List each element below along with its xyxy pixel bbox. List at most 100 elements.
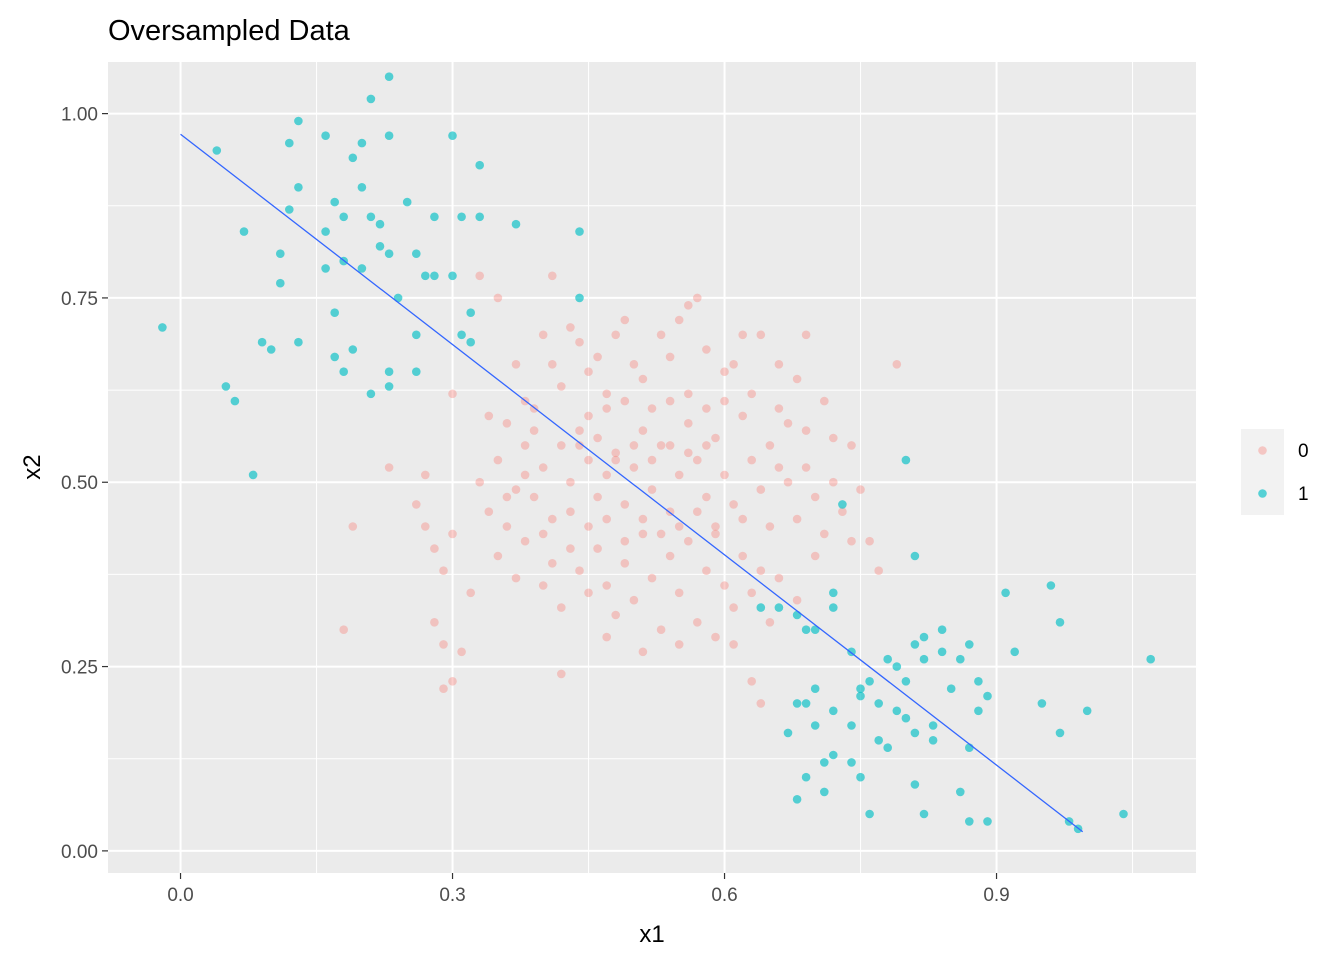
data-point-class-0: [439, 684, 448, 693]
data-point-class-1: [1146, 654, 1155, 664]
x-tick-label: 0.6: [711, 885, 737, 906]
data-point-class-1: [829, 588, 838, 598]
data-point-class-0: [584, 367, 593, 377]
data-point-class-1: [421, 271, 430, 281]
data-point-class-1: [375, 242, 385, 251]
data-point-class-0: [602, 514, 611, 524]
data-point-class-0: [684, 389, 693, 399]
data-point-class-1: [257, 337, 267, 347]
data-point-class-0: [783, 477, 793, 487]
data-point-class-0: [584, 411, 593, 421]
data-point-class-1: [874, 699, 883, 708]
data-point-class-0: [493, 455, 503, 465]
data-point-class-1: [965, 640, 974, 649]
data-point-class-0: [756, 485, 766, 494]
data-point-class-0: [629, 360, 639, 369]
data-point-class-1: [1119, 809, 1128, 819]
legend: 01: [1241, 429, 1309, 515]
data-point-class-0: [729, 603, 738, 612]
y-axis-title: x2: [19, 454, 46, 479]
data-point-class-0: [412, 500, 421, 509]
data-point-class-1: [910, 780, 920, 789]
data-point-class-1: [321, 131, 330, 140]
data-point-class-1: [974, 706, 983, 716]
data-point-class-0: [847, 441, 856, 450]
data-point-class-0: [575, 337, 584, 347]
x-tick-label: 0.3: [439, 885, 465, 906]
data-point-class-1: [285, 205, 294, 214]
data-point-class-0: [738, 551, 747, 561]
data-point-class-0: [484, 507, 494, 516]
data-point-class-0: [548, 514, 557, 524]
data-point-class-1: [792, 699, 802, 708]
data-point-class-1: [838, 500, 847, 509]
data-point-class-0: [620, 315, 630, 325]
data-point-class-0: [430, 544, 439, 553]
data-point-class-0: [529, 492, 539, 502]
data-point-class-1: [901, 677, 911, 686]
data-point-class-1: [820, 787, 829, 797]
data-point-class-0: [801, 330, 811, 340]
data-point-class-0: [865, 536, 874, 546]
data-point-class-0: [684, 536, 693, 546]
data-point-class-0: [747, 455, 756, 465]
data-point-class-0: [448, 529, 457, 539]
data-point-class-0: [520, 441, 530, 450]
data-point-class-1: [865, 809, 874, 819]
data-point-class-0: [529, 426, 539, 435]
data-point-class-1: [774, 603, 784, 612]
data-point-class-1: [321, 264, 330, 273]
data-point-class-0: [620, 396, 630, 406]
data-point-class-0: [838, 507, 847, 516]
data-point-class-1: [801, 699, 811, 708]
data-point-class-1: [475, 212, 485, 222]
data-point-class-0: [638, 514, 648, 524]
data-point-class-0: [602, 581, 611, 590]
data-point-class-0: [665, 551, 675, 561]
data-point-class-0: [792, 514, 802, 524]
data-point-class-0: [829, 477, 838, 487]
data-point-class-1: [937, 647, 947, 657]
data-point-class-1: [294, 337, 303, 347]
x-tick-label: 0.0: [167, 885, 193, 906]
data-point-class-1: [1046, 581, 1056, 590]
data-point-class-0: [566, 507, 575, 516]
y-tick-label: 0.75: [61, 289, 98, 310]
data-point-class-0: [792, 595, 802, 605]
data-point-class-0: [575, 566, 584, 575]
data-point-class-0: [557, 382, 566, 391]
data-point-class-1: [384, 249, 394, 258]
data-point-class-0: [693, 455, 702, 465]
data-point-class-0: [538, 529, 548, 539]
data-point-class-1: [366, 389, 376, 399]
data-point-class-0: [421, 470, 430, 480]
data-point-class-0: [647, 455, 657, 465]
data-point-class-0: [756, 699, 766, 708]
data-point-class-0: [774, 463, 784, 472]
data-point-class-1: [575, 293, 584, 303]
y-tick-label: 0.50: [61, 473, 98, 494]
data-point-class-1: [457, 330, 466, 340]
data-point-class-0: [801, 426, 811, 435]
data-point-class-0: [638, 647, 648, 657]
data-point-class-0: [702, 566, 711, 575]
data-point-class-0: [702, 441, 711, 450]
data-point-class-1: [1001, 588, 1010, 598]
legend-key-0: [1241, 429, 1284, 472]
data-point-class-0: [856, 485, 865, 494]
data-point-class-1: [339, 367, 349, 377]
data-point-class-1: [412, 367, 421, 377]
data-point-class-0: [421, 522, 430, 531]
data-point-class-0: [810, 492, 820, 502]
data-point-class-1: [783, 728, 793, 738]
data-point-class-1: [892, 662, 902, 671]
data-point-class-0: [674, 315, 684, 325]
data-point-class-0: [774, 360, 784, 369]
data-point-class-0: [747, 389, 756, 399]
data-point-class-0: [738, 411, 747, 421]
data-point-class-1: [448, 131, 457, 140]
data-point-class-1: [901, 455, 911, 465]
data-point-class-1: [956, 654, 965, 664]
data-point-class-1: [901, 713, 911, 723]
data-point-class-0: [720, 396, 729, 406]
